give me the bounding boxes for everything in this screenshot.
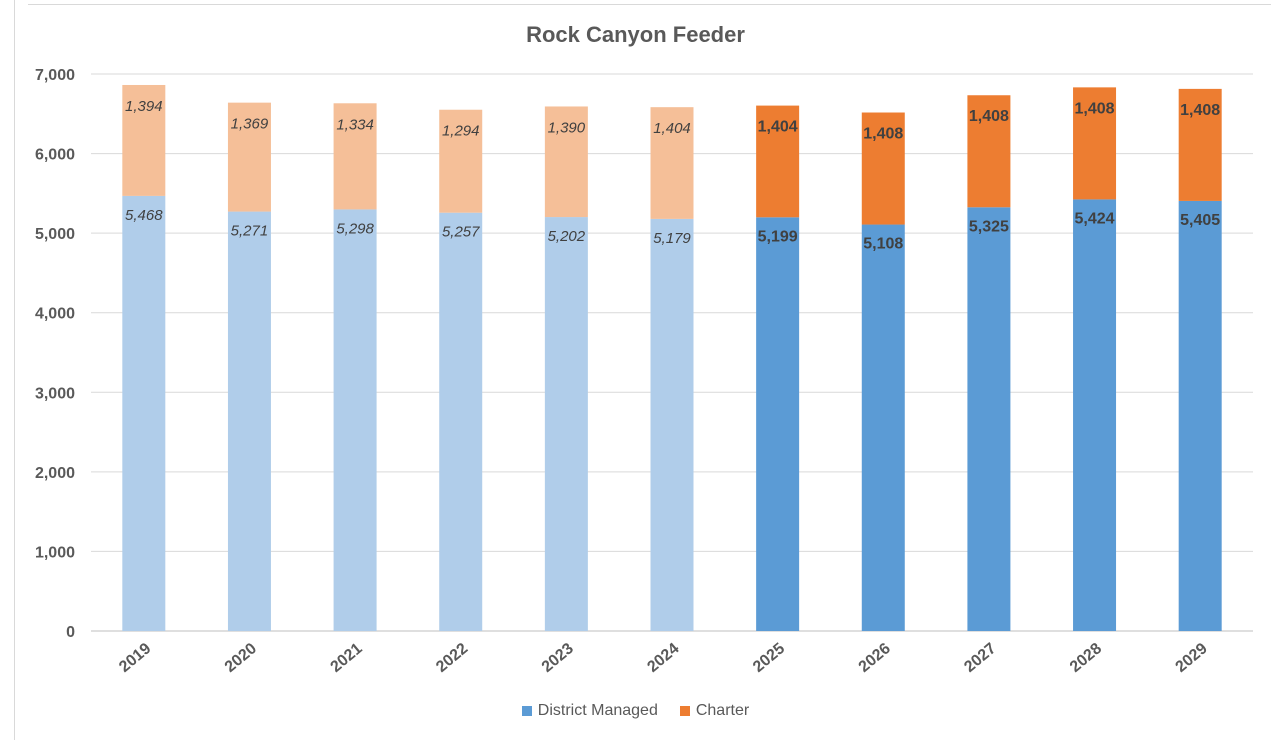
y-tick-label: 4,000: [35, 306, 75, 323]
x-tick-label: 2024: [644, 640, 682, 676]
bar-district-managed: [439, 212, 483, 631]
y-tick-label: 3,000: [35, 385, 75, 402]
bar-district-managed: [967, 207, 1011, 631]
bar-district-managed: [544, 217, 588, 631]
data-label-district-managed: 5,202: [548, 228, 586, 245]
data-label-district-managed: 5,405: [1180, 212, 1220, 229]
data-label-district-managed: 5,179: [653, 230, 691, 247]
bar-charter: [1073, 87, 1117, 200]
data-label-district-managed: 5,325: [969, 218, 1009, 235]
y-tick-label: 1,000: [35, 544, 75, 561]
x-tick-label: 2028: [1067, 640, 1105, 676]
bar-district-managed: [1178, 200, 1222, 631]
x-tick-label: 2026: [856, 640, 894, 676]
x-tick-label: 2020: [222, 640, 260, 676]
x-tick-label: 2027: [961, 640, 999, 676]
bar-charter: [756, 105, 800, 218]
bar-charter: [544, 106, 588, 218]
bar-district-managed: [122, 195, 166, 631]
bar-district-managed: [756, 217, 800, 631]
y-tick-label: 2,000: [35, 465, 75, 482]
data-label-charter: 1,404: [758, 119, 798, 136]
legend-item-district-managed: District Managed: [521, 702, 658, 720]
bar-district-managed: [861, 224, 905, 632]
bar-charter: [967, 95, 1011, 208]
bar-charter: [333, 103, 377, 210]
bar-district-managed: [227, 211, 271, 632]
data-label-charter: 1,294: [442, 123, 480, 140]
left-border: [14, 0, 15, 740]
top-border: [28, 4, 1271, 5]
legend-swatch-district-managed: [521, 706, 532, 716]
data-label-district-managed: 5,424: [1075, 210, 1115, 227]
y-tick-label: 7,000: [35, 67, 75, 84]
data-label-district-managed: 5,298: [336, 220, 374, 237]
x-tick-label: 2023: [539, 640, 577, 676]
bar-charter: [861, 112, 905, 225]
x-tick-label: 2025: [750, 640, 788, 676]
bar-charter: [122, 84, 166, 196]
bar-charter: [439, 109, 483, 213]
data-label-charter: 1,408: [1180, 102, 1220, 119]
bar-district-managed: [333, 209, 377, 631]
data-label-charter: 1,408: [863, 126, 903, 143]
x-tick-label: 2019: [116, 640, 154, 676]
legend-label-district-managed: District Managed: [537, 702, 658, 719]
x-tick-label: 2029: [1173, 640, 1211, 676]
data-label-district-managed: 5,257: [442, 224, 480, 241]
data-label-charter: 1,404: [653, 120, 691, 137]
legend-swatch-charter: [679, 706, 690, 716]
legend: District Managed Charter: [0, 702, 1271, 720]
bar-charter: [1178, 88, 1222, 201]
data-label-charter: 1,408: [969, 108, 1009, 125]
y-tick-label: 5,000: [35, 226, 75, 243]
chart-title: Rock Canyon Feeder: [526, 22, 745, 47]
bar-charter: [227, 102, 271, 212]
data-label-district-managed: 5,199: [758, 228, 798, 245]
y-tick-label: 6,000: [35, 147, 75, 164]
bar-district-managed: [1073, 199, 1117, 631]
data-label-district-managed: 5,108: [863, 236, 903, 253]
legend-label-charter: Charter: [695, 702, 750, 719]
data-label-charter: 1,334: [336, 116, 374, 133]
data-label-charter: 1,369: [231, 116, 269, 133]
data-label-charter: 1,394: [125, 98, 163, 115]
data-label-district-managed: 5,468: [125, 207, 163, 224]
bar-district-managed: [650, 218, 694, 631]
data-label-district-managed: 5,271: [231, 223, 269, 240]
x-tick-label: 2022: [433, 640, 471, 676]
data-label-charter: 1,408: [1075, 100, 1115, 117]
y-tick-label: 0: [66, 624, 75, 641]
data-label-charter: 1,390: [548, 119, 586, 136]
x-tick-label: 2021: [327, 640, 365, 676]
bar-charter: [650, 107, 694, 219]
legend-item-charter: Charter: [679, 702, 750, 720]
